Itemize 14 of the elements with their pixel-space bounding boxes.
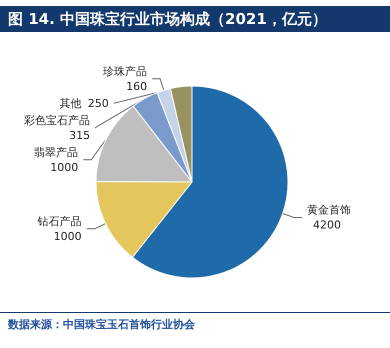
slice-label: 黄金首饰 <box>307 203 352 216</box>
chart-title: 图 14. 中国珠宝行业市场构成（2021，亿元） <box>0 6 390 32</box>
data-label: 1000 <box>50 160 78 174</box>
slice-label: 珍珠产品 <box>103 64 148 78</box>
data-label: 160 <box>126 80 148 93</box>
slice-label: 彩色宝石产品 <box>24 114 90 127</box>
data-label: 315 <box>69 128 90 142</box>
slice-label: 钻石产品 <box>36 214 82 228</box>
slice-label: 翡翠产品 <box>34 146 78 159</box>
data-label: 4200 <box>313 218 342 232</box>
source-note: 数据来源：中国珠宝玉石首饰行业协会 <box>0 312 390 332</box>
data-label: 250 <box>88 96 109 110</box>
slice-label: 其他 <box>60 96 82 110</box>
data-label: 1000 <box>54 230 82 243</box>
